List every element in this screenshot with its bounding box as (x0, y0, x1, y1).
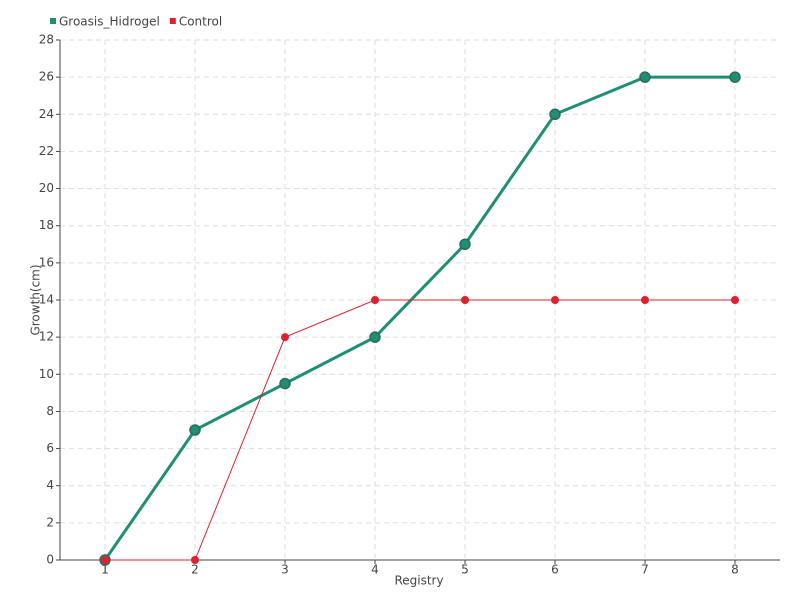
y-tick-label: 6 (46, 441, 54, 455)
series-line (105, 299, 735, 561)
y-tick-label: 16 (39, 255, 54, 269)
point (641, 296, 649, 304)
y-tick-label: 20 (39, 181, 54, 195)
legend-swatch (169, 18, 176, 24)
x-tick-label: 8 (731, 563, 739, 577)
y-tick-label: 24 (39, 107, 54, 121)
point (191, 556, 199, 564)
point (281, 333, 289, 342)
point (731, 296, 739, 304)
y-tick-label: 10 (39, 367, 54, 381)
x-tick-label: 2 (191, 563, 199, 577)
point (549, 108, 561, 121)
point (371, 296, 379, 304)
y-tick-label: 22 (39, 144, 54, 158)
y-tick-label: 26 (39, 70, 54, 84)
x-tick-label: 3 (281, 563, 289, 577)
x-tick-label: 7 (641, 563, 649, 577)
legend-swatch (50, 18, 56, 24)
y-tick-label: 28 (39, 33, 54, 47)
point (101, 556, 109, 564)
x-tick-label: 5 (461, 563, 469, 577)
point (279, 377, 291, 390)
point (189, 424, 201, 436)
point (461, 296, 469, 304)
y-tick-label: 14 (39, 293, 54, 307)
x-axis-label: Registry (394, 574, 443, 588)
y-tick-label: 12 (39, 330, 54, 344)
x-tick-label: 4 (371, 563, 379, 577)
y-tick-label: 18 (39, 218, 54, 232)
point (639, 71, 651, 83)
legend-label: Groasis_Hidrogel (59, 15, 160, 29)
y-tick-label: 8 (46, 404, 54, 418)
point (369, 331, 381, 343)
legend-label: Control (179, 15, 222, 29)
point (551, 296, 559, 304)
y-axis-label: Growth(cm) (29, 264, 43, 335)
x-tick-label: 1 (101, 563, 109, 577)
series-line (103, 75, 735, 561)
y-tick-label: 4 (46, 478, 54, 492)
point (729, 71, 741, 83)
x-tick-label: 6 (551, 563, 559, 577)
y-tick-label: 2 (46, 515, 54, 529)
y-tick-label: 0 (46, 553, 54, 567)
point (459, 238, 471, 251)
